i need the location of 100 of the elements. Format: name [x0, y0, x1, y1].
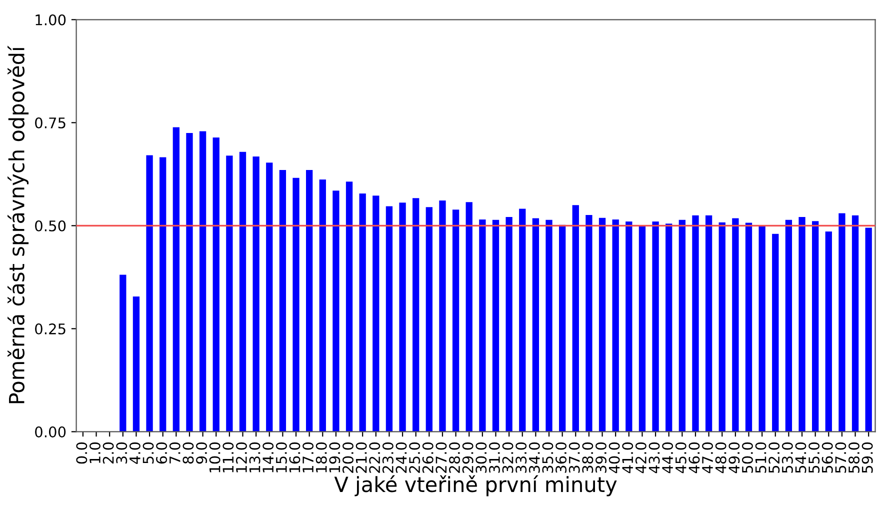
- x-axis-title: V jaké vteřině první minuty: [334, 475, 617, 496]
- x-tick-label: 40.0: [608, 442, 620, 474]
- bar: [292, 178, 300, 432]
- bar: [758, 225, 766, 432]
- bar: [852, 215, 859, 432]
- x-tick-label: 12.0: [236, 442, 247, 472]
- bar: [638, 226, 646, 432]
- y-axis-title: Poměrná část správných odpovědí: [8, 46, 29, 404]
- x-tick-label: 10.0: [209, 442, 220, 472]
- bar: [132, 296, 140, 432]
- bar: [506, 217, 512, 432]
- x-tick-label: 45.0: [675, 442, 686, 474]
- x-tick-label: 54.0: [795, 442, 806, 473]
- bar: [838, 213, 846, 432]
- x-tick-label: 15.0: [276, 442, 287, 472]
- x-tick-label: 28.0: [449, 442, 460, 473]
- bar: [252, 156, 260, 432]
- bar: [652, 222, 659, 432]
- bar: [226, 156, 233, 432]
- x-tick-label: 13.0: [249, 442, 260, 472]
- x-tick-label: 29.0: [462, 442, 474, 473]
- bar: [199, 131, 206, 432]
- bar: [372, 196, 380, 432]
- x-tick-label: 3.0: [116, 442, 128, 464]
- bar: [626, 222, 632, 432]
- x-tick-label: 25.0: [409, 442, 420, 473]
- x-tick-label: 8.0: [182, 442, 194, 464]
- x-tick-label: 56.0: [822, 442, 833, 473]
- x-tick-label: 55.0: [808, 442, 820, 473]
- x-tick-label: 5.0: [142, 442, 154, 464]
- x-tick-label: 24.0: [396, 442, 407, 473]
- x-tick-label: 9.0: [196, 442, 208, 464]
- x-tick-label: 50.0: [742, 442, 753, 473]
- bar: [120, 274, 126, 432]
- x-tick-label: 35.0: [542, 442, 554, 473]
- bar: [732, 218, 739, 432]
- bar: [812, 221, 819, 432]
- x-tick-label: 1.0: [89, 442, 101, 464]
- bar: [718, 222, 726, 432]
- x-tick-label: 17.0: [302, 442, 314, 472]
- x-tick-label: 41.0: [622, 442, 634, 474]
- x-tick-label: 47.0: [702, 442, 714, 474]
- bar: [666, 224, 672, 432]
- bar: [598, 218, 606, 432]
- x-tick-label: 59.0: [862, 442, 873, 473]
- x-tick-label: 36.0: [556, 442, 567, 473]
- x-tick-label: 57.0: [835, 442, 846, 473]
- bar: [492, 220, 500, 432]
- bar: [359, 194, 366, 432]
- x-tick-label: 26.0: [422, 442, 434, 473]
- x-tick-label: 11.0: [222, 442, 234, 472]
- x-tick-label: 6.0: [156, 442, 168, 464]
- y-tick-label: 0.50: [35, 220, 66, 232]
- x-tick-label: 43.0: [648, 442, 660, 474]
- bar: [572, 205, 579, 432]
- bar: [586, 214, 592, 432]
- x-tick-label: 22.0: [369, 442, 380, 473]
- x-tick-label: 48.0: [715, 442, 726, 474]
- x-tick-label: 18.0: [316, 442, 327, 472]
- bar: [546, 220, 552, 432]
- x-tick-label: 19.0: [329, 442, 340, 472]
- x-tick-label: 51.0: [755, 442, 766, 473]
- bar: [186, 132, 193, 432]
- bar: [439, 200, 446, 432]
- bar: [279, 170, 286, 432]
- x-tick-label: 42.0: [635, 442, 646, 474]
- x-tick-label: 39.0: [595, 442, 607, 473]
- bar: [466, 202, 472, 432]
- y-tick-label: 0.75: [35, 117, 66, 128]
- bar: [160, 157, 166, 432]
- x-tick-label: 20.0: [342, 442, 354, 473]
- x-tick-label: 23.0: [382, 442, 394, 473]
- bar: [519, 208, 526, 432]
- x-tick-label: 30.0: [476, 442, 487, 473]
- bar: [785, 220, 792, 432]
- y-tick-label: 0.00: [35, 426, 66, 438]
- bar: [399, 202, 406, 432]
- x-tick-label: 31.0: [488, 442, 500, 473]
- bar: [558, 224, 566, 432]
- x-tick-label: 34.0: [528, 442, 540, 473]
- x-tick-label: 27.0: [436, 442, 447, 473]
- bar: [426, 207, 432, 432]
- x-tick-label: 4.0: [129, 442, 140, 464]
- bar: [692, 215, 699, 432]
- x-tick-label: 32.0: [502, 442, 514, 473]
- bar: [479, 219, 486, 432]
- bar: [612, 219, 619, 432]
- bar: [412, 198, 420, 432]
- x-tick-label: 38.0: [582, 442, 594, 473]
- x-tick-label: 58.0: [848, 442, 860, 473]
- x-tick-label: 49.0: [728, 442, 740, 474]
- bar: [266, 162, 273, 432]
- x-tick-label: 52.0: [768, 442, 780, 473]
- y-tick-label: 1.00: [36, 14, 66, 26]
- bar: [172, 127, 180, 432]
- bar: [865, 228, 872, 432]
- x-tick-label: 2.0: [102, 442, 114, 464]
- x-tick-label: 21.0: [356, 442, 367, 473]
- y-tick-label: 0.25: [35, 323, 66, 334]
- bar: [386, 206, 393, 432]
